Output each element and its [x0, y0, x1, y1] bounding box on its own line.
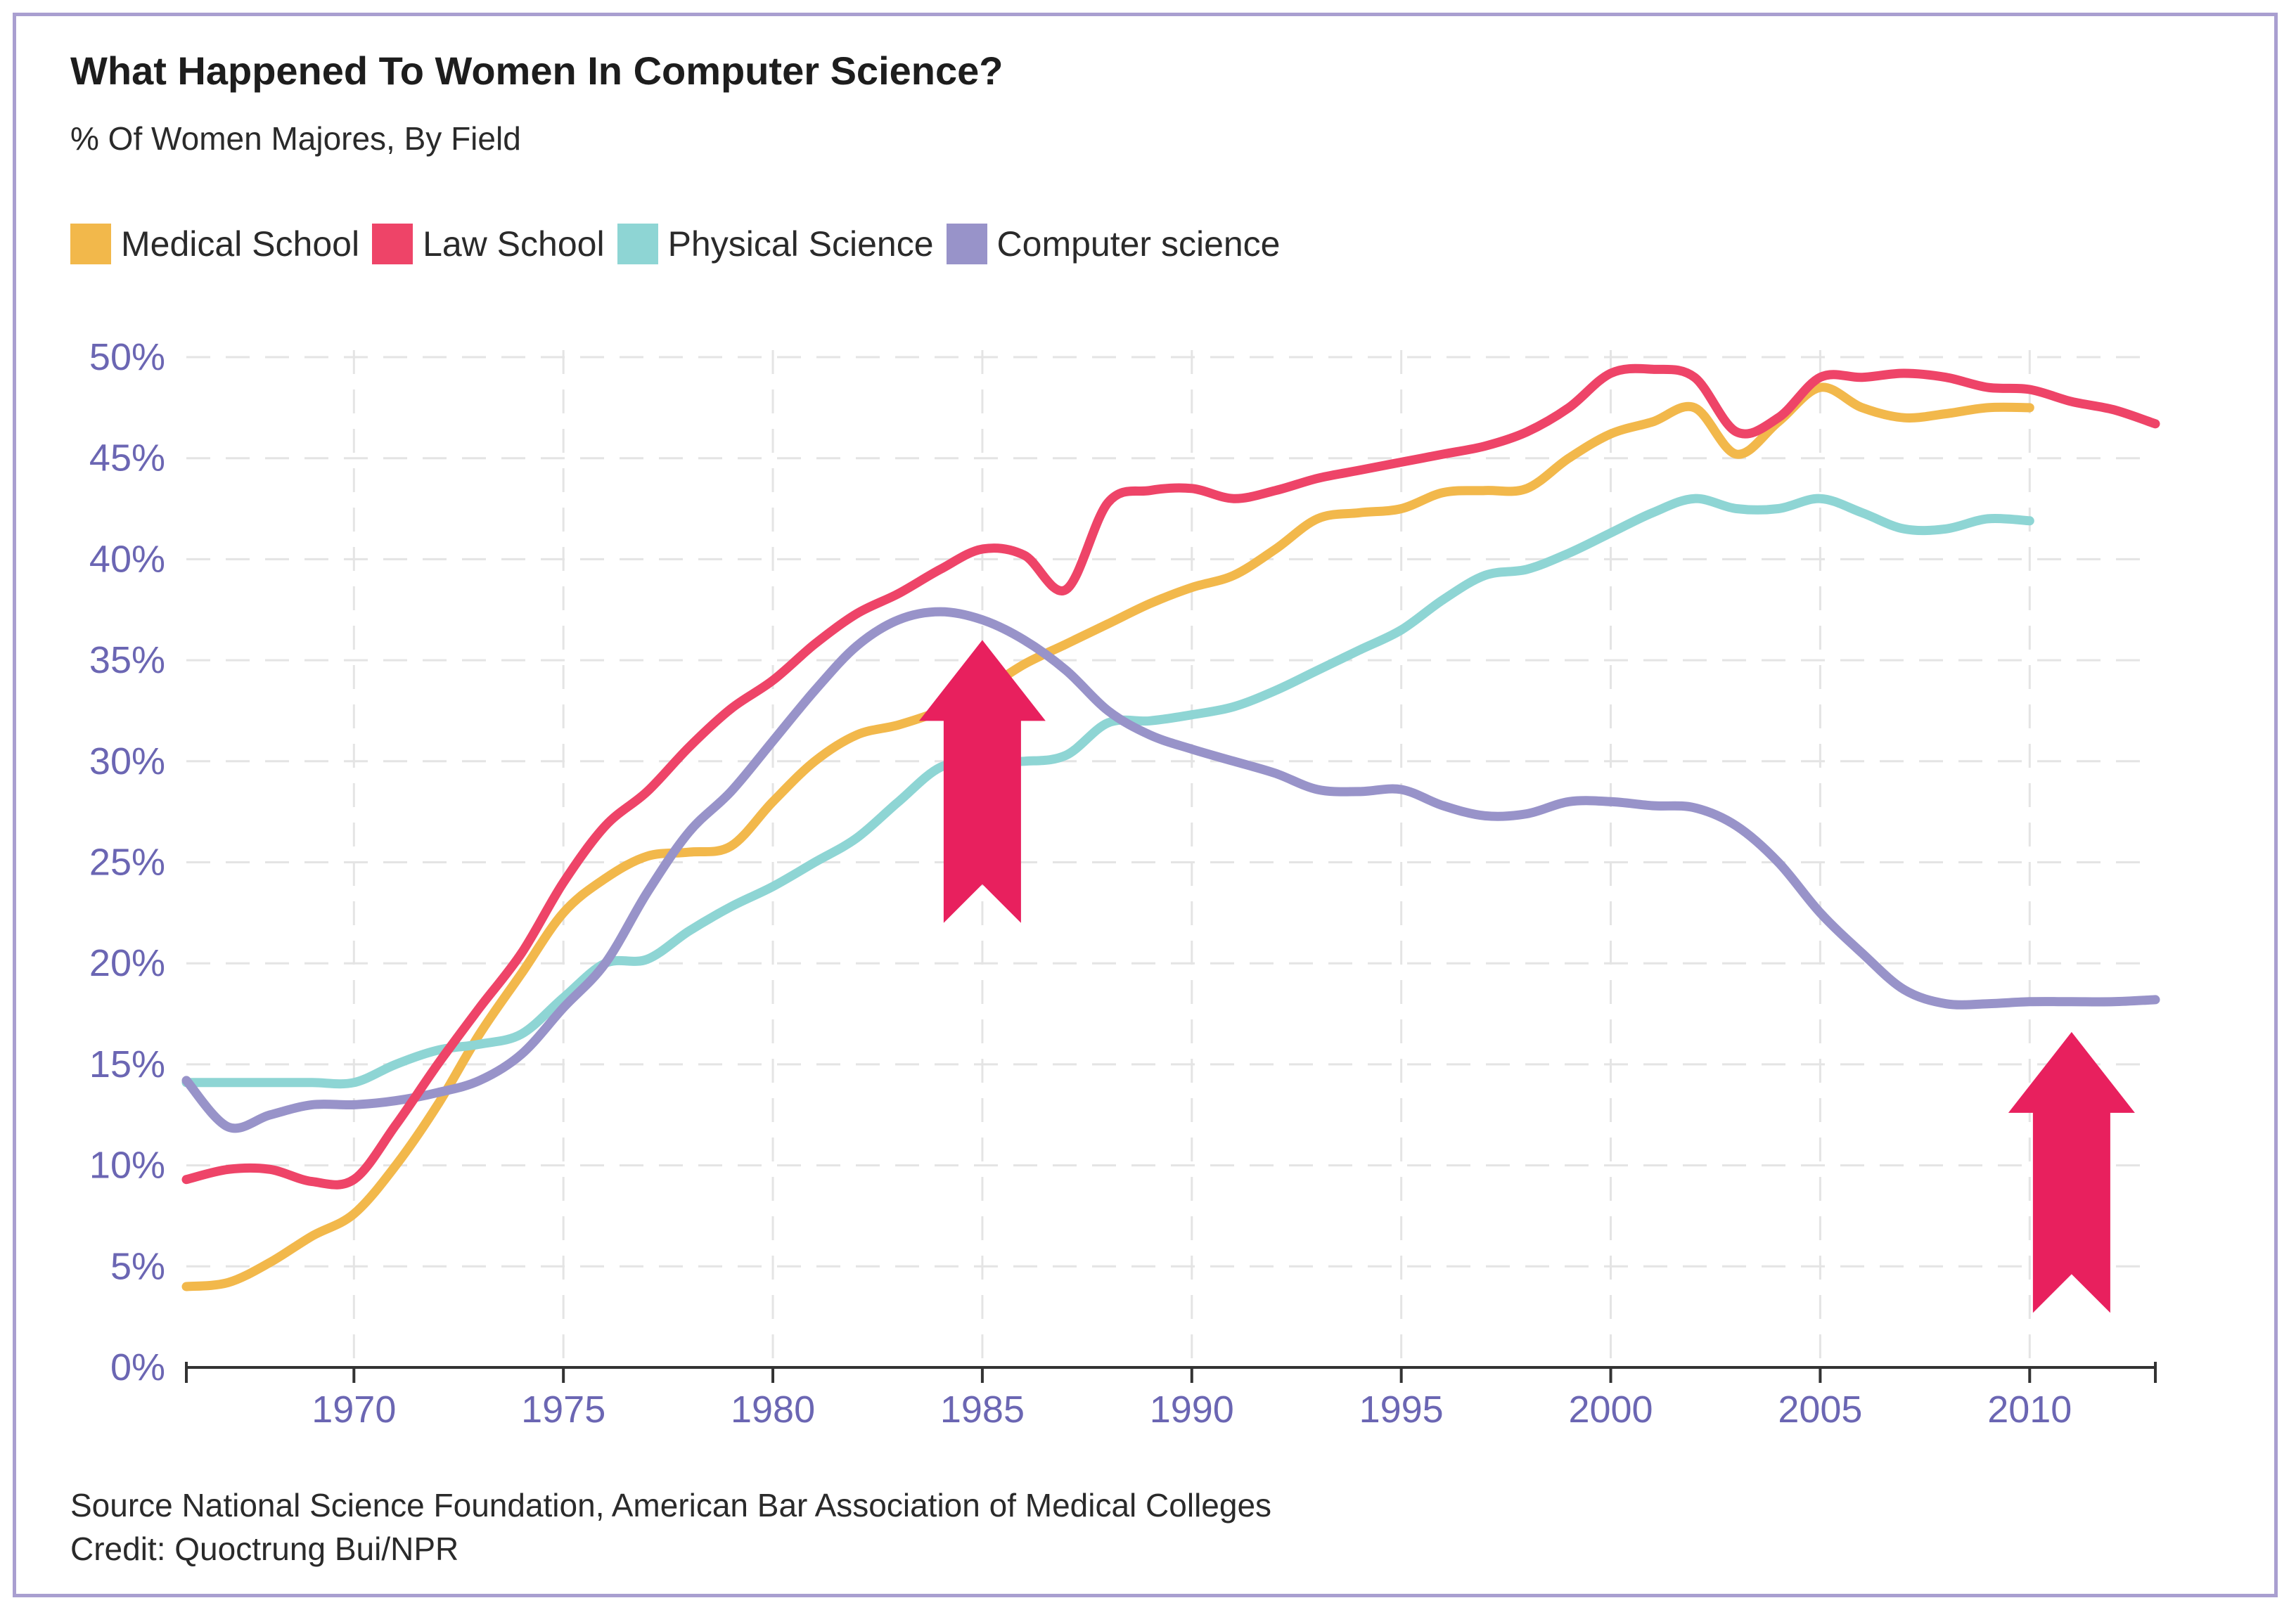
y-tick-label: 35% — [89, 639, 165, 681]
x-tick-label: 1995 — [1359, 1389, 1444, 1431]
legend-swatch-computer-science — [946, 224, 987, 264]
x-tick-label: 1975 — [521, 1389, 605, 1431]
series-physical-science — [181, 494, 2034, 1089]
legend-label-physical-science: Physical Science — [667, 224, 934, 264]
y-tick-label: 25% — [89, 842, 165, 884]
source-note: Source National Science Foundation, Amer… — [70, 1487, 1272, 1523]
y-tick-label: 0% — [110, 1346, 165, 1389]
x-tick-label: 2010 — [1987, 1389, 2072, 1431]
legend-swatch-medical-school — [70, 224, 111, 264]
x-tick-label: 2000 — [1568, 1389, 1653, 1431]
series-computer-science — [181, 607, 2160, 1133]
legend-swatch-law-school — [372, 224, 413, 264]
legend-label-medical-school: Medical School — [121, 224, 360, 264]
x-tick-labels: 1970 1975 1980 1985 1990 1995 2000 2005 2010 — [312, 1389, 2072, 1431]
legend-item-medical-school: Medical School — [70, 224, 359, 264]
chart-frame — [13, 13, 2278, 1597]
x-tick-label: 1990 — [1150, 1389, 1234, 1431]
x-axis — [185, 1362, 2157, 1383]
chart-footer: Source National Science Foundation, Amer… — [70, 1483, 1271, 1571]
chart-title: What Happened To Women In Computer Scien… — [70, 49, 1003, 93]
y-tick-label: 15% — [89, 1043, 165, 1085]
legend-swatch-physical-science — [617, 224, 658, 264]
up-arrow-annotation-2 — [2008, 1031, 2135, 1313]
grid — [186, 350, 2155, 1367]
chart-subtitle: % Of Women Majores, By Field — [70, 120, 521, 157]
x-tick-label: 1980 — [731, 1389, 815, 1431]
up-arrow-annotation-1 — [918, 640, 1046, 923]
legend-label-computer-science: Computer science — [996, 224, 1281, 264]
x-tick-label: 2005 — [1778, 1389, 1862, 1431]
y-tick-label: 5% — [110, 1245, 165, 1287]
y-tick-label: 10% — [89, 1145, 165, 1187]
y-tick-label: 20% — [89, 942, 165, 984]
legend-item-physical-science: Physical Science — [617, 224, 934, 264]
credit-note: Credit: Quoctrung Bui/NPR — [70, 1531, 459, 1567]
y-tick-labels: 0% 5% 10% 15% 20% 25% 30% 35% 40% 45% 50% — [89, 336, 165, 1389]
legend-label-law-school: Law School — [423, 224, 605, 264]
x-tick-label: 1985 — [940, 1389, 1025, 1431]
legend-item-law-school: Law School — [372, 224, 605, 264]
series-law-school — [181, 363, 2160, 1190]
y-tick-label: 45% — [89, 437, 165, 479]
x-tick-label: 1970 — [312, 1389, 396, 1431]
y-tick-label: 50% — [89, 336, 165, 378]
legend-item-computer-science: Computer science — [946, 224, 1281, 264]
legend: Medical School Law School Physical Scien… — [70, 224, 1293, 264]
y-tick-label: 40% — [89, 538, 165, 580]
series-medical-school — [181, 382, 2034, 1291]
y-tick-label: 30% — [89, 740, 165, 782]
